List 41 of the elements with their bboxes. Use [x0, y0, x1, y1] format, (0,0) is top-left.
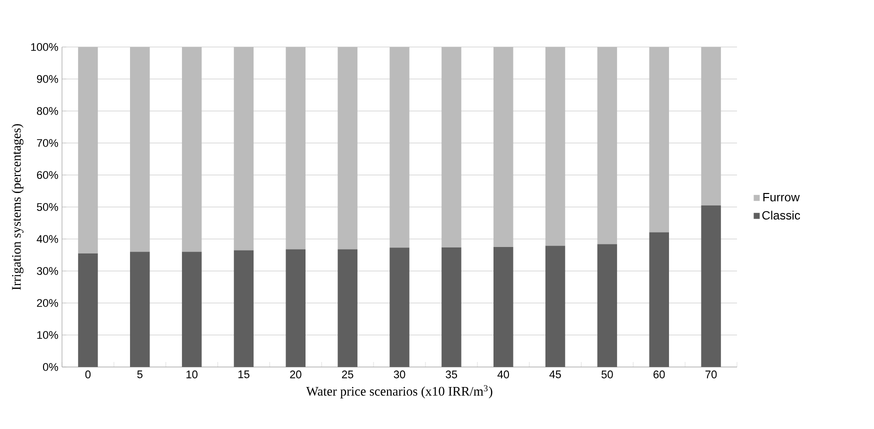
- x-tick-label: 20: [290, 370, 302, 378]
- legend-label: Furrow: [763, 193, 800, 202]
- bar: [78, 253, 98, 367]
- y-tick-label: 80%: [36, 107, 58, 115]
- x-tick-label: 35: [446, 370, 458, 378]
- x-tick-label: 5: [137, 370, 142, 378]
- bar: [493, 247, 514, 367]
- x-tick-label: 70: [705, 370, 717, 378]
- x-tick-label: 15: [238, 370, 250, 378]
- y-tick-label: 10%: [37, 331, 58, 339]
- y-tick-label: 40%: [36, 235, 58, 243]
- bar: [390, 248, 410, 367]
- y-axis-title: Irrigation systems (percentages): [12, 124, 24, 290]
- y-tick-label: 70%: [37, 139, 58, 147]
- bar: [182, 252, 202, 367]
- legend-label: Classic: [762, 210, 800, 220]
- y-tick-label: 60%: [37, 171, 58, 179]
- bar: [701, 205, 721, 367]
- bar: [338, 249, 358, 367]
- bar: [649, 232, 669, 367]
- y-tick-label: 90%: [36, 75, 58, 83]
- bar: [286, 249, 306, 367]
- y-tick-label: 20%: [37, 299, 58, 307]
- bar: [597, 244, 618, 367]
- x-tick-label: 30: [394, 370, 406, 378]
- x-axis-title: Water price scenarios (x10 IRR/m$^{3}$): [306, 385, 492, 398]
- bar: [545, 246, 566, 367]
- x-tick-label: 0: [85, 370, 91, 378]
- x-tick-label: 40: [497, 370, 510, 378]
- x-tick-label: 25: [342, 370, 354, 378]
- x-tick-label: 45: [549, 370, 561, 378]
- x-tick-label: 50: [602, 370, 613, 378]
- bar: [234, 250, 254, 367]
- bar: [130, 252, 150, 367]
- x-tick-label: 60: [654, 370, 665, 378]
- x-tick-label: 10: [186, 370, 198, 378]
- y-tick-label: 100%: [31, 43, 58, 51]
- y-tick-label: 0%: [42, 363, 58, 371]
- y-tick-label: 30%: [36, 267, 58, 275]
- bar: [442, 247, 462, 367]
- y-tick-label: 50%: [36, 203, 58, 211]
